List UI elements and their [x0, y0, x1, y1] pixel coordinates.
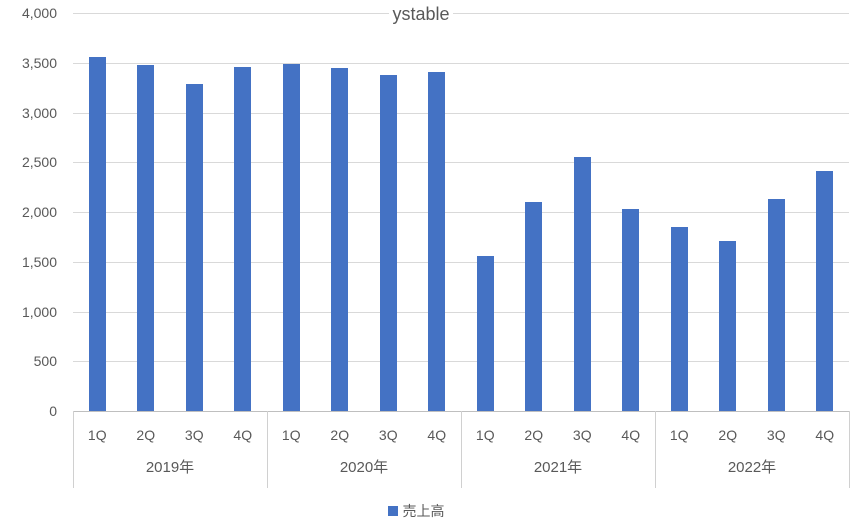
quarter-label: 3Q	[766, 427, 786, 443]
quarter-label: 4Q	[815, 427, 835, 443]
bar	[331, 67, 349, 411]
y-axis-tick-label: 3,500	[21, 54, 57, 71]
category-separator	[849, 411, 850, 488]
quarter-label: 2Q	[718, 427, 738, 443]
bar	[137, 64, 155, 411]
quarter-label: 3Q	[572, 427, 592, 443]
bar	[476, 255, 494, 411]
quarter-label: 2Q	[136, 427, 156, 443]
bar	[525, 202, 543, 411]
category-separator	[655, 411, 656, 488]
quarter-label: 3Q	[378, 427, 398, 443]
category-separator	[267, 411, 268, 488]
chart-title-text: ystable	[389, 4, 453, 24]
quarter-label: 1Q	[87, 427, 107, 443]
year-label: 2021年	[533, 459, 583, 476]
legend-marker-icon	[387, 506, 398, 516]
gridline	[73, 361, 849, 363]
y-axis-tick-label: 2,000	[21, 204, 57, 220]
gridline	[73, 212, 849, 213]
bar	[379, 74, 397, 411]
year-label: 2020年	[339, 459, 389, 476]
quarter-label: 3Q	[184, 427, 204, 443]
quarter-label: 1Q	[669, 427, 689, 443]
quarter-label: 4Q	[233, 427, 253, 443]
quarter-label: 2Q	[330, 427, 350, 443]
bar	[282, 63, 300, 411]
y-axis-tick-label: 4,000	[21, 5, 57, 21]
y-axis-tick-label: 500	[33, 353, 57, 370]
legend-label: 売上高	[402, 503, 445, 519]
chart-title: ystable	[0, 4, 842, 25]
gridline	[73, 62, 849, 64]
year-label: 2019年	[145, 459, 195, 476]
quarter-label: 4Q	[621, 427, 641, 443]
quarter-label: 2Q	[524, 427, 544, 443]
bar	[428, 71, 446, 411]
bar	[622, 209, 640, 411]
gridline	[73, 13, 849, 14]
bar	[767, 199, 785, 411]
gridline	[73, 311, 849, 313]
quarter-label: 1Q	[281, 427, 301, 443]
bar	[719, 240, 737, 411]
quarter-label: 1Q	[475, 427, 495, 443]
y-axis-tick-label: 1,500	[21, 253, 57, 270]
gridline	[73, 112, 849, 114]
gridline	[73, 261, 849, 263]
bar	[88, 56, 106, 411]
category-separator	[73, 411, 74, 488]
bar	[185, 83, 203, 411]
y-axis-tick-label: 0	[49, 403, 57, 419]
bar	[670, 226, 688, 411]
category-separator	[461, 411, 462, 488]
year-label: 2022年	[727, 459, 777, 476]
y-axis-tick-label: 2,500	[21, 154, 57, 171]
gridline	[73, 162, 849, 164]
y-axis-tick-label: 1,000	[21, 303, 57, 320]
bar	[234, 66, 252, 411]
bar	[573, 157, 591, 411]
y-axis-tick-label: 3,000	[21, 104, 57, 121]
legend: 売上高	[0, 501, 832, 521]
quarter-label: 4Q	[427, 427, 447, 443]
bar	[816, 171, 834, 411]
